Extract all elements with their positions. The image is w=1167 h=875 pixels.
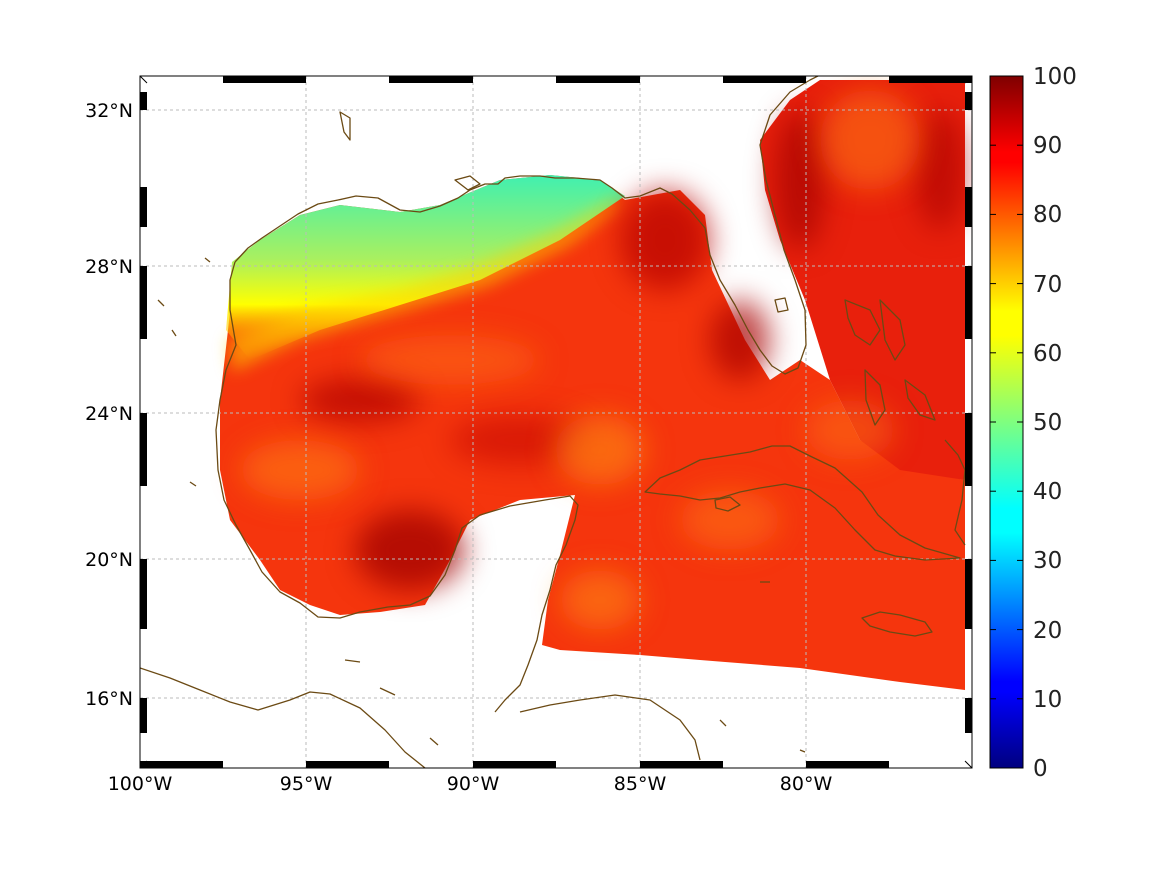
colorbar-ticks	[990, 75, 1023, 769]
frame-top	[223, 76, 972, 83]
colorbar-label: 10	[1033, 687, 1062, 713]
colorbar-label: 40	[1033, 479, 1062, 505]
bahamas-3	[864, 369, 886, 426]
cool-patches	[240, 90, 920, 630]
colorbar-label: 70	[1033, 272, 1062, 298]
plot-area	[140, 76, 972, 768]
colorbar-label: 90	[1033, 133, 1062, 159]
colorbar-label: 60	[1033, 341, 1062, 367]
cuba	[644, 445, 961, 561]
x-tick-labels: 100°W 95°W 90°W 85°W 80°W	[108, 773, 833, 795]
central-america-coast	[140, 667, 426, 768]
x-tick-label: 100°W	[108, 773, 173, 795]
colorbar-label: 50	[1033, 410, 1062, 436]
x-tick-label: 95°W	[280, 773, 333, 795]
warm-core-patches	[300, 110, 965, 590]
y-tick-label: 28°N	[85, 256, 133, 278]
bahamas-1	[844, 299, 881, 346]
bahamas-2	[879, 299, 906, 361]
mexico-gulf-coast	[215, 261, 579, 713]
colorbar-label: 0	[1033, 756, 1048, 782]
y-tick-label: 20°N	[85, 549, 133, 571]
colorbar-label: 100	[1033, 64, 1077, 90]
gridlines	[140, 76, 972, 768]
colorbar: 100 90 80 70 60 50 40 30 20 10 0	[989, 64, 1077, 782]
y-tick-label: 24°N	[85, 403, 133, 425]
honduras-coast	[519, 694, 701, 761]
bahamas-4	[904, 379, 936, 421]
colorbar-label: 80	[1033, 202, 1062, 228]
colorbar-label: 20	[1033, 618, 1062, 644]
gulf-field	[220, 80, 965, 690]
coastlines	[140, 76, 966, 768]
x-tick-label: 80°W	[780, 773, 833, 795]
us-gulf-coast	[234, 76, 820, 375]
frame-left	[140, 92, 147, 733]
x-tick-label: 85°W	[614, 773, 667, 795]
frame-right	[965, 92, 972, 733]
small-islands	[157, 257, 806, 753]
lake-1	[339, 111, 351, 141]
colorbar-label: 30	[1033, 548, 1062, 574]
colorbar-labels: 100 90 80 70 60 50 40 30 20 10 0	[1033, 64, 1077, 782]
y-tick-labels: 32°N 28°N 24°N 20°N 16°N	[85, 100, 133, 710]
yellow-band	[228, 198, 620, 372]
frame-bottom	[140, 761, 889, 768]
y-tick-label: 32°N	[85, 100, 133, 122]
lake-pontchartrain	[454, 175, 481, 191]
hispaniola-west	[944, 439, 966, 546]
y-tick-label: 16°N	[85, 688, 133, 710]
lake-okeechobee	[774, 297, 789, 313]
jamaica	[861, 611, 933, 637]
map-frame	[139, 75, 973, 769]
isle-of-youth	[714, 496, 741, 512]
x-tick-label: 90°W	[447, 773, 500, 795]
